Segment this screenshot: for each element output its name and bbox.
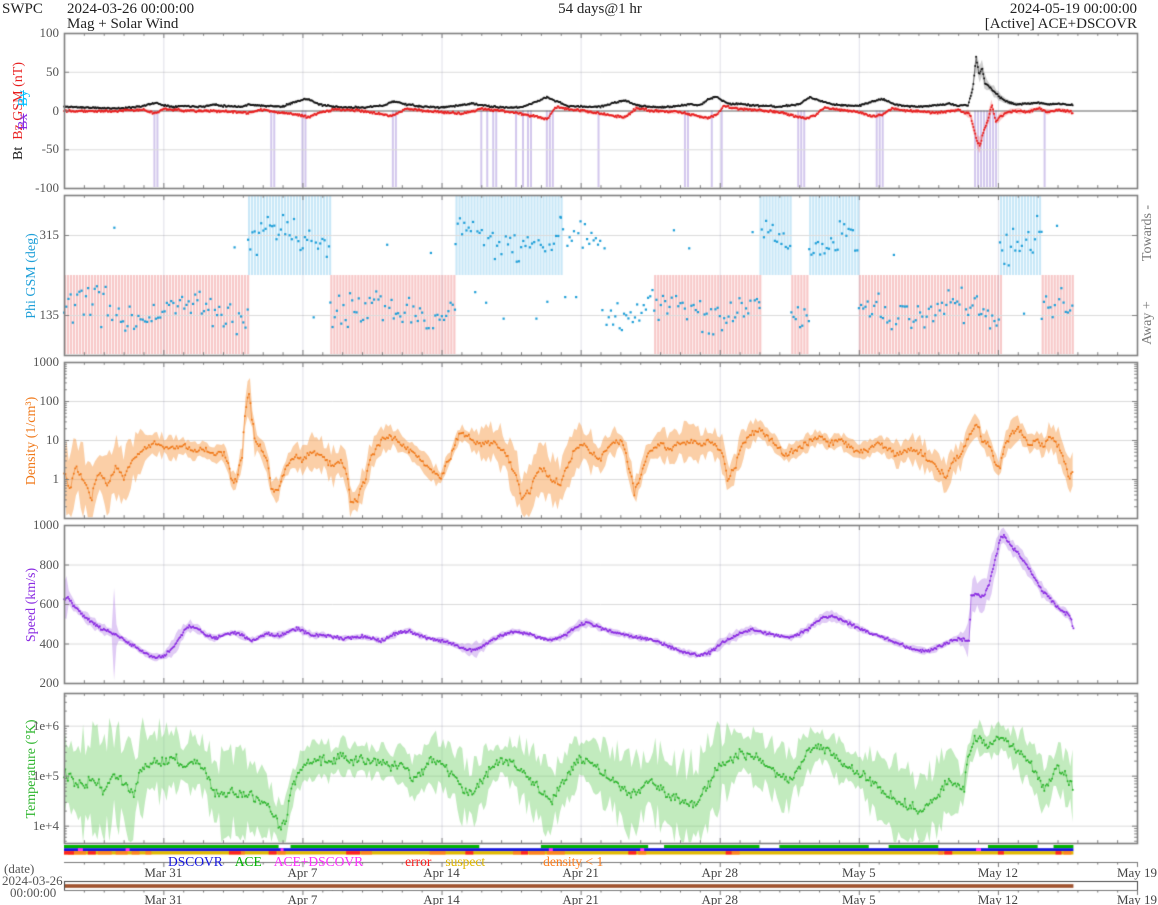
- y-tick-label: 200: [39, 675, 60, 690]
- y-tick-label: -100: [35, 180, 59, 195]
- x-tick-label: May 19: [1116, 892, 1158, 905]
- y-tick-label: 400: [39, 635, 60, 651]
- x-tick-label: Apr 28: [701, 865, 738, 880]
- y-tick-label: 100: [39, 25, 60, 40]
- y-tick-label: 100: [39, 393, 60, 408]
- x-tick-label: May 5: [842, 892, 876, 905]
- y-tick-label: 1e+6: [32, 717, 59, 733]
- y-tick-label: 1e+5: [32, 767, 59, 783]
- plot-title: Mag + Solar Wind: [67, 16, 179, 32]
- x-tick-label: Apr 14: [423, 892, 460, 905]
- x-tick-label: May 19: [1116, 865, 1158, 880]
- y-tick-label: 1000: [33, 354, 59, 369]
- x-tick-label: Apr 7: [287, 892, 318, 905]
- x-tick-label: May 12: [977, 865, 1018, 880]
- x-tick-label: May 12: [977, 892, 1018, 905]
- towards-label: Towards -: [1140, 204, 1155, 262]
- date-axis-start-date: 2024-03-26: [2, 873, 63, 888]
- y-tick-label: 0: [52, 102, 60, 118]
- legend-row: DSCOVR ACE ACE+DSCOVR error suspect density <…: [168, 853, 603, 871]
- end-datetime: 2024-05-19 00:00:00: [1009, 1, 1137, 17]
- legend-item-density-1: density < 1: [543, 854, 604, 869]
- start-datetime: 2024-03-26 00:00:00: [67, 1, 195, 17]
- legend-item-suspect: suspect: [445, 854, 486, 869]
- y-tick-label: 600: [39, 596, 60, 611]
- x-tick-label: May 5: [842, 865, 876, 880]
- legend-item-ace: ACE: [234, 854, 262, 869]
- legend-item-error: error: [405, 854, 432, 869]
- legend-item-ace-dscovr: ACE+DSCOVR: [273, 854, 364, 869]
- y-tick-label: 1e+4: [32, 817, 59, 833]
- x-tick-label: Mar 31: [144, 892, 183, 905]
- away-label: Away +: [1140, 301, 1155, 345]
- y-tick-label: 1: [52, 471, 60, 486]
- y-tick-label: 800: [39, 556, 60, 572]
- x-tick-label: Apr 21: [562, 865, 599, 880]
- y-tick-label: 135: [39, 307, 60, 322]
- x-tick-label: Apr 21: [562, 892, 599, 905]
- date-axis-caption: (date): [4, 861, 35, 876]
- y-tick-label: 10: [46, 432, 59, 447]
- x-tick-label: Mar 31: [144, 865, 183, 880]
- time-range-scrollbar[interactable]: [64, 881, 1137, 891]
- legend-item-dscovr: DSCOVR: [168, 854, 223, 869]
- date-axis-start-time: 00:00:00: [10, 885, 57, 900]
- x-tick-label: Apr 28: [701, 892, 738, 905]
- source-status: [Active] ACE+DSCOVR: [984, 16, 1137, 32]
- y-tick-label: 1000: [33, 517, 59, 532]
- swpc-logo: SWPC: [2, 1, 43, 17]
- y-tick-label: 50: [46, 63, 59, 79]
- y-tick-label: -50: [41, 141, 59, 157]
- x-tick-label: Apr 14: [423, 865, 460, 880]
- x-tick-label: Apr 7: [287, 865, 318, 880]
- y-tick-label: 315: [39, 227, 60, 242]
- cadence-label: 54 days@1 hr: [558, 1, 642, 17]
